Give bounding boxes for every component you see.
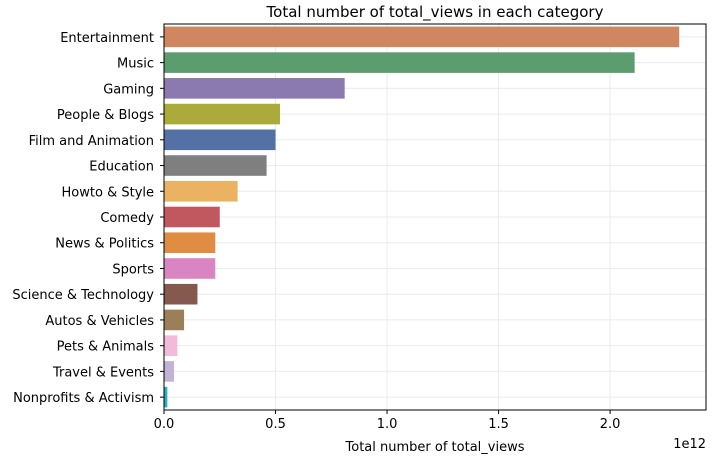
bar bbox=[164, 52, 635, 73]
bar bbox=[164, 283, 198, 305]
chart-title: Total number of total_views in each cate… bbox=[266, 3, 604, 22]
bar bbox=[164, 258, 216, 279]
x-axis-scale-label: 1e12 bbox=[673, 437, 706, 452]
bar bbox=[164, 26, 680, 48]
bar bbox=[164, 335, 178, 356]
category-label: Gaming bbox=[103, 82, 154, 97]
x-tick-label: 2.0 bbox=[600, 417, 621, 432]
category-label: Education bbox=[89, 160, 154, 175]
x-tick-label: 1.0 bbox=[377, 417, 398, 432]
category-label: Entertainment bbox=[60, 31, 154, 46]
x-axis-label: Total number of total_views bbox=[345, 440, 525, 455]
category-label: Science & Technology bbox=[12, 288, 154, 303]
x-tick-label: 0.5 bbox=[265, 417, 286, 432]
category-label: Autos & Vehicles bbox=[45, 314, 154, 329]
category-label: Comedy bbox=[100, 211, 154, 226]
bar bbox=[164, 361, 175, 382]
bar bbox=[164, 103, 280, 125]
bar bbox=[164, 206, 220, 228]
bar bbox=[164, 78, 345, 99]
category-label: Travel & Events bbox=[52, 365, 154, 380]
bars bbox=[164, 26, 680, 408]
category-label: People & Blogs bbox=[57, 108, 154, 123]
category-axis: Entertainment Music Gaming People & Blogs Fi… bbox=[12, 31, 164, 406]
x-tick-label: 1.5 bbox=[488, 417, 509, 432]
bar bbox=[164, 129, 276, 151]
category-label: Nonprofits & Activism bbox=[13, 391, 154, 406]
category-label: News & Politics bbox=[55, 237, 154, 252]
category-label: Music bbox=[117, 57, 154, 72]
bar bbox=[164, 155, 267, 176]
category-label: Sports bbox=[112, 262, 154, 277]
bar bbox=[164, 309, 185, 331]
x-tick-label: 0.0 bbox=[154, 417, 175, 432]
category-label: Film and Animation bbox=[29, 134, 154, 149]
bar bbox=[164, 180, 238, 202]
category-label: Pets & Animals bbox=[57, 340, 155, 355]
category-label: Howto & Style bbox=[62, 185, 154, 200]
value-axis: 0.0 0.5 1.0 1.5 2.0 bbox=[154, 410, 621, 432]
bar bbox=[164, 232, 216, 254]
bar bbox=[164, 386, 168, 408]
